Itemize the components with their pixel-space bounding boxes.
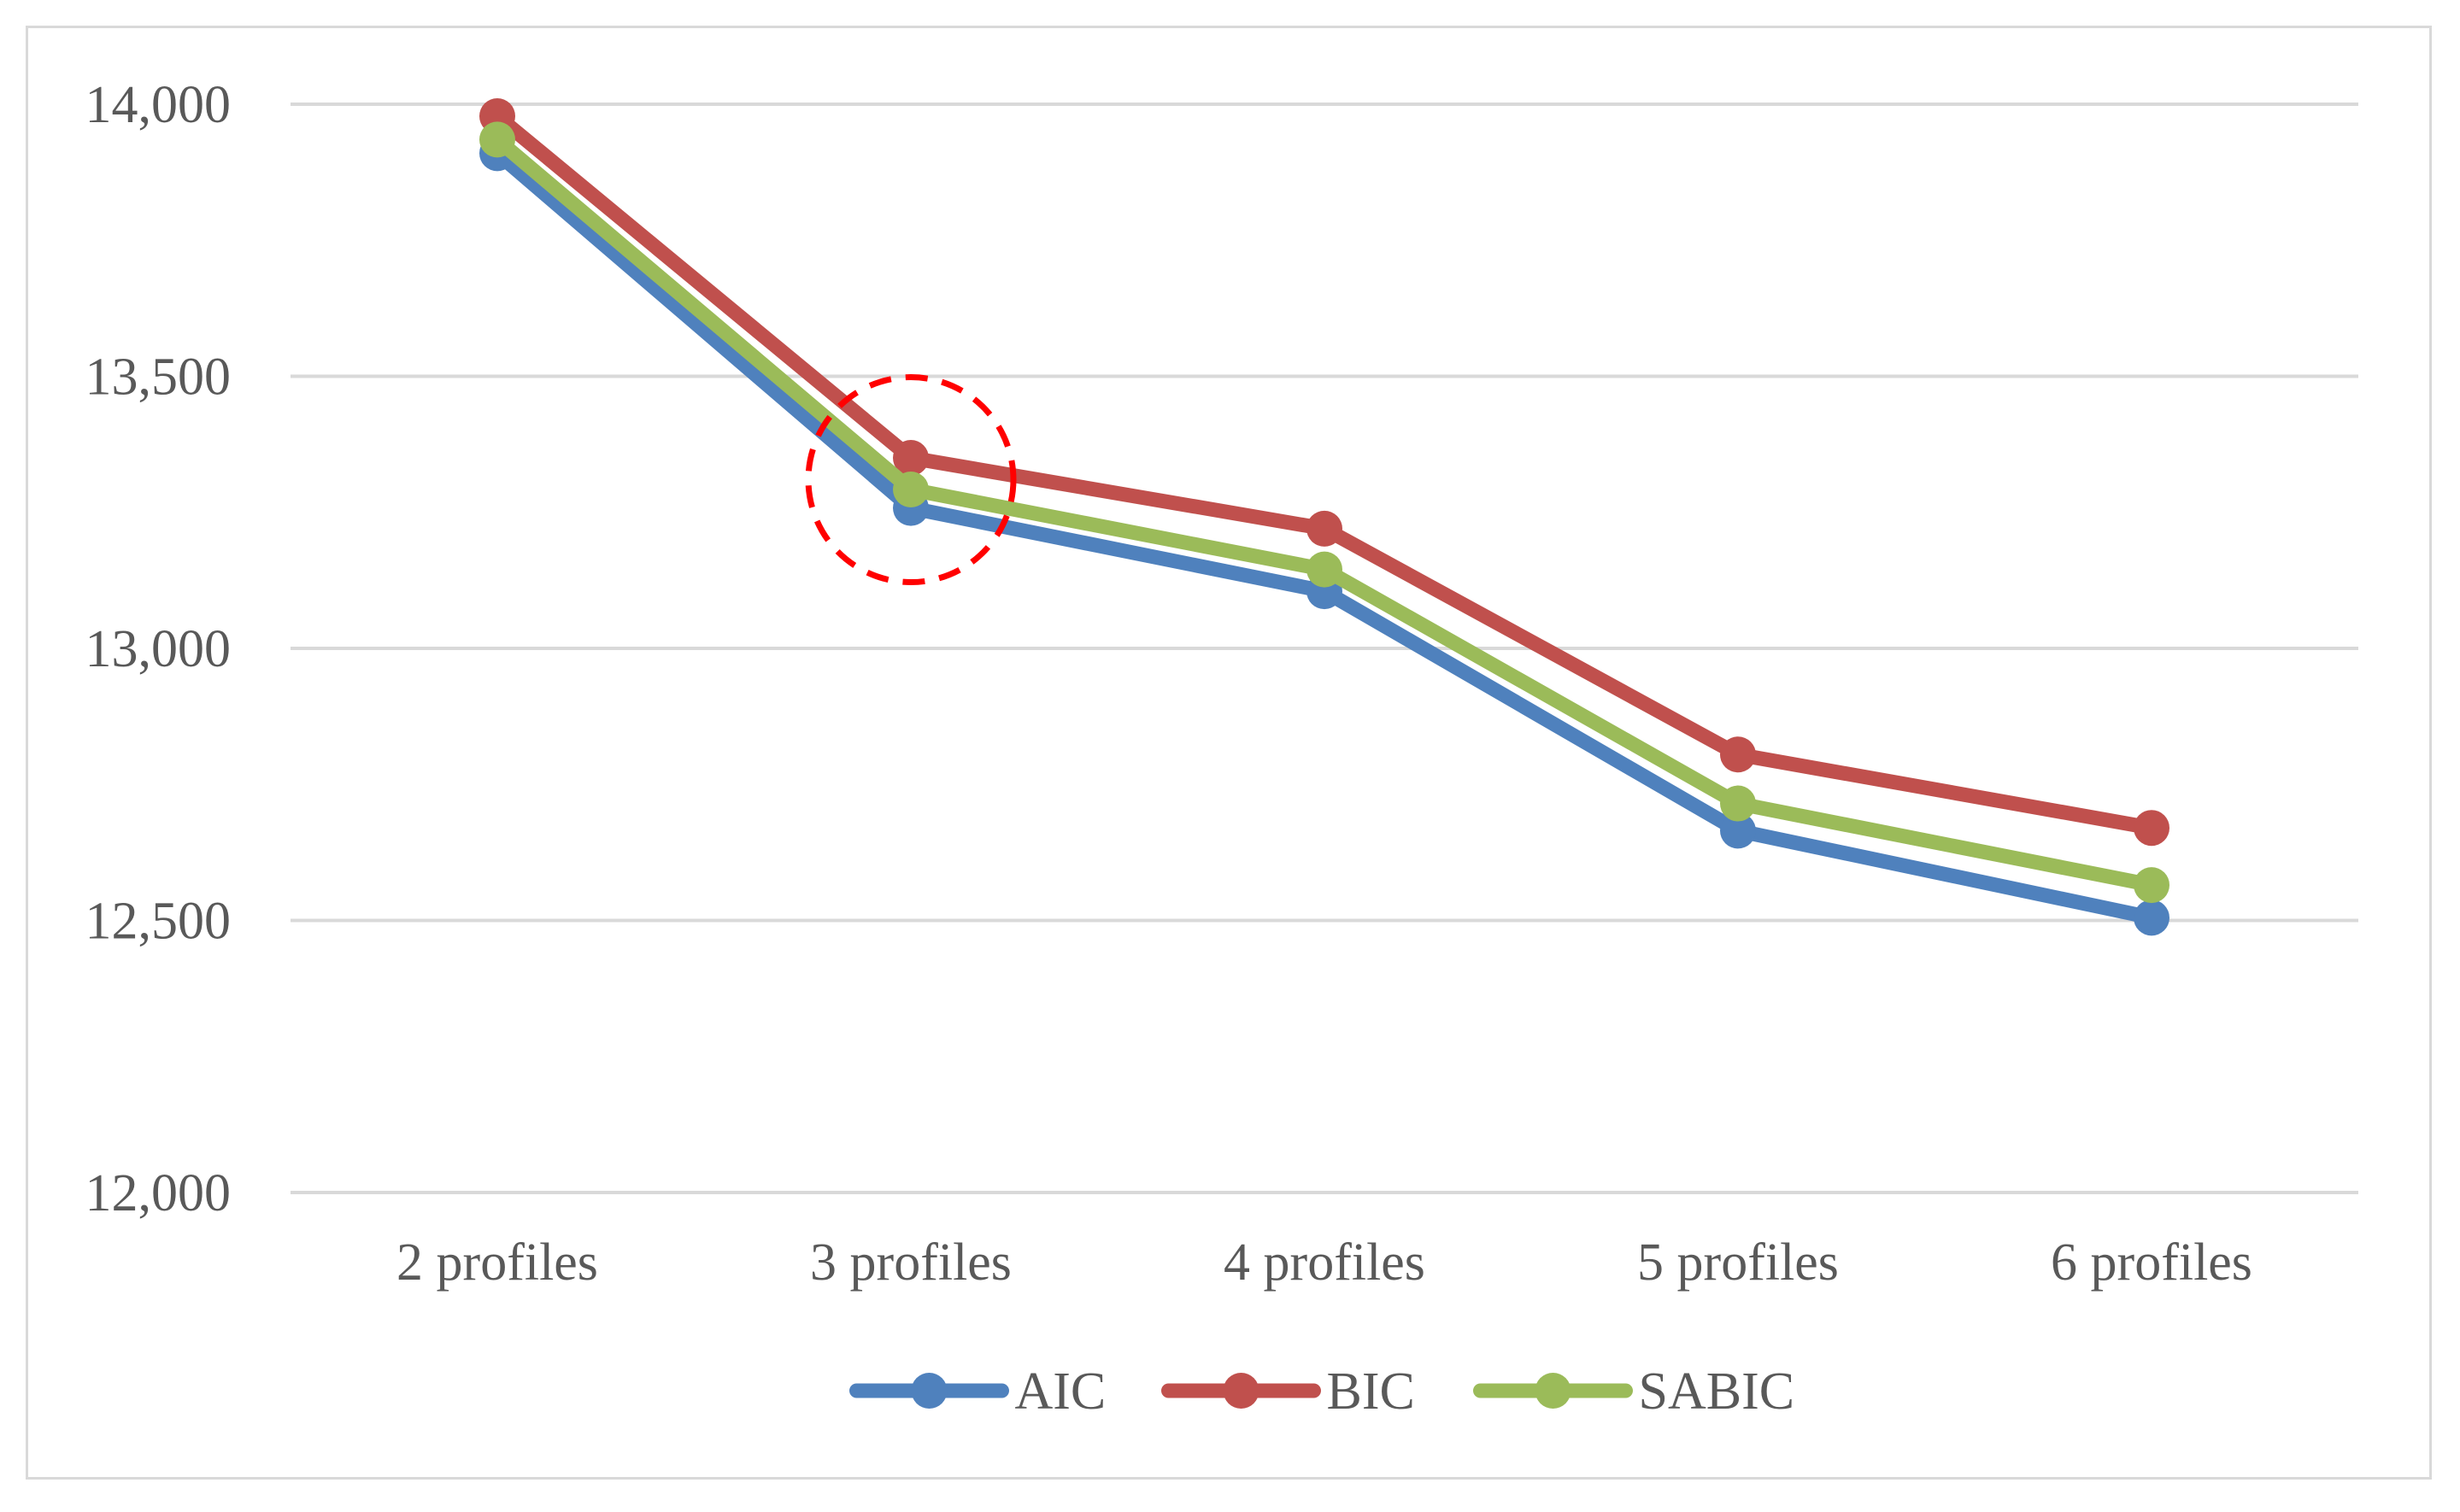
x-category-label: 6 profiles xyxy=(2051,1234,2252,1292)
x-category-label: 5 profiles xyxy=(1637,1234,1839,1292)
data-point xyxy=(1306,510,1342,547)
legend-label: BIC xyxy=(1327,1363,1415,1421)
dashed-circle-annotation xyxy=(805,374,1017,586)
data-point xyxy=(893,440,929,477)
series-lines xyxy=(479,98,2169,936)
gridlines xyxy=(291,103,2358,1194)
legend-item-aic: AIC xyxy=(849,1363,1107,1421)
legend-marker xyxy=(911,1373,948,1409)
legend-label: AIC xyxy=(1015,1363,1107,1421)
data-point xyxy=(1306,551,1342,588)
annotation xyxy=(805,374,1017,586)
data-point xyxy=(1720,812,1756,849)
data-point xyxy=(893,471,929,507)
x-category-label: 2 profiles xyxy=(396,1234,598,1292)
x-axis-category-labels: 2 profiles 3 profiles 4 profiles 5 profiles… xyxy=(396,1234,2252,1292)
y-axis-tick-labels: 12,000 12,500 13,000 13,500 14,000 xyxy=(85,76,232,1222)
y-tick-label: 13,500 xyxy=(85,349,232,407)
x-category-label: 4 profiles xyxy=(1224,1234,1425,1292)
legend-marker xyxy=(1223,1373,1259,1409)
legend-item-bic: BIC xyxy=(1161,1363,1415,1421)
data-point xyxy=(2134,867,2169,904)
data-point xyxy=(2134,810,2169,847)
legend-label: SABIC xyxy=(1639,1363,1795,1421)
legend-item-sabic: SABIC xyxy=(1473,1363,1795,1421)
legend: AIC BIC SABIC xyxy=(849,1363,1795,1421)
data-point xyxy=(479,121,515,158)
legend-marker xyxy=(1535,1373,1571,1409)
y-tick-label: 13,000 xyxy=(85,620,232,678)
data-point xyxy=(1720,785,1756,822)
series-bic xyxy=(479,98,2169,847)
series-sabic xyxy=(479,121,2169,904)
chart-frame xyxy=(26,26,2432,1480)
data-point xyxy=(1720,736,1756,773)
y-tick-label: 12,000 xyxy=(85,1164,232,1222)
x-category-label: 3 profiles xyxy=(810,1234,1012,1292)
y-tick-label: 12,500 xyxy=(85,893,232,951)
y-tick-label: 14,000 xyxy=(85,76,232,134)
series-line xyxy=(490,108,2159,835)
data-point xyxy=(2134,900,2169,936)
